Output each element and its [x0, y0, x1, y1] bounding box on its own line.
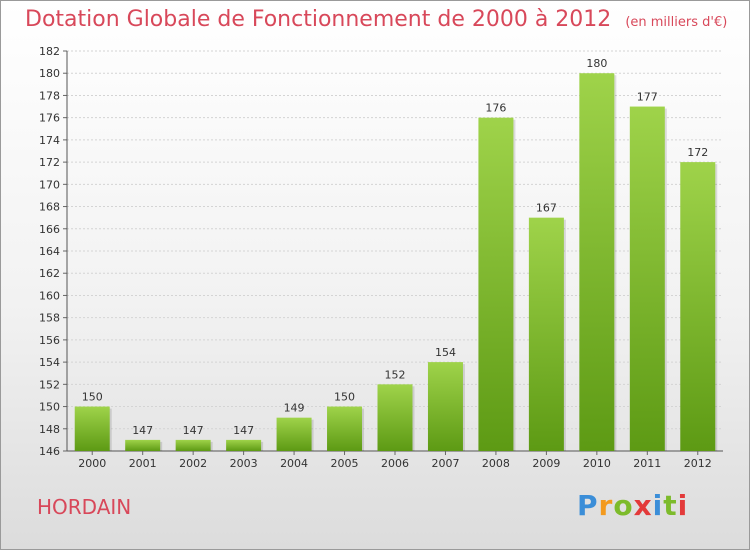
bar	[226, 439, 262, 451]
title-text: Dotation Globale de Fonctionnement de 20…	[25, 7, 612, 32]
logo-letter: i	[652, 489, 664, 522]
logo-letter: x	[633, 489, 653, 522]
commune-name: HORDAIN	[37, 495, 132, 519]
bar-value-label: 150	[82, 391, 103, 404]
logo-letter: t	[663, 489, 678, 522]
x-tick-label: 2011	[633, 457, 661, 470]
bar-value-label: 172	[687, 146, 708, 159]
x-tick-label: 2008	[482, 457, 510, 470]
bar-value-label: 154	[435, 346, 456, 359]
bar	[276, 417, 312, 451]
bar	[175, 439, 211, 451]
bar	[125, 439, 161, 451]
y-tick-label: 152	[39, 378, 60, 391]
logo-letter: i	[677, 489, 689, 522]
x-tick-label: 2005	[331, 457, 359, 470]
y-tick-label: 158	[39, 312, 60, 325]
chart-title: Dotation Globale de Fonctionnement de 20…	[25, 7, 727, 32]
x-tick-label: 2001	[129, 457, 157, 470]
bar-value-label: 177	[637, 91, 658, 104]
x-tick-label: 2003	[230, 457, 258, 470]
bar-value-label: 176	[485, 102, 506, 115]
y-tick-label: 156	[39, 334, 60, 347]
y-tick-label: 160	[39, 289, 60, 302]
y-tick-label: 148	[39, 423, 60, 436]
x-tick-label: 2006	[381, 457, 409, 470]
y-tick-label: 172	[39, 156, 60, 169]
logo-letter: r	[598, 489, 614, 522]
y-tick-label: 176	[39, 112, 60, 125]
logo-letter: o	[613, 489, 634, 522]
bar-value-label: 147	[233, 424, 254, 437]
x-tick-label: 2010	[583, 457, 611, 470]
bar	[327, 406, 363, 451]
bar	[629, 106, 665, 452]
x-tick-label: 2012	[684, 457, 712, 470]
bar	[680, 162, 716, 451]
y-tick-label: 154	[39, 356, 60, 369]
x-tick-label: 2009	[532, 457, 560, 470]
y-tick-label: 174	[39, 134, 60, 147]
bar-value-label: 147	[132, 424, 153, 437]
bar-value-label: 147	[183, 424, 204, 437]
bar	[579, 73, 615, 451]
bar	[74, 406, 110, 451]
bar	[528, 217, 564, 451]
y-tick-label: 162	[39, 267, 60, 280]
bar-value-label: 180	[586, 57, 607, 70]
logo-letter: P	[577, 489, 599, 522]
y-tick-label: 146	[39, 445, 60, 458]
unit-label: (en milliers d'€)	[625, 15, 728, 30]
x-tick-label: 2007	[431, 457, 459, 470]
bar	[427, 362, 463, 451]
y-tick-label: 168	[39, 201, 60, 214]
proxiti-logo: Proxiti	[577, 489, 688, 522]
bar	[478, 117, 514, 452]
bar-value-label: 152	[385, 368, 406, 381]
x-tick-label: 2002	[179, 457, 207, 470]
bar-value-label: 167	[536, 202, 557, 215]
bar-value-label: 149	[284, 402, 305, 415]
y-tick-label: 178	[39, 89, 60, 102]
y-tick-label: 164	[39, 245, 60, 258]
y-tick-label: 150	[39, 401, 60, 414]
y-tick-label: 180	[39, 67, 60, 80]
y-tick-label: 166	[39, 223, 60, 236]
x-tick-label: 2000	[78, 457, 106, 470]
bar	[377, 384, 413, 451]
bar-value-label: 150	[334, 391, 355, 404]
x-tick-label: 2004	[280, 457, 308, 470]
y-tick-label: 182	[39, 45, 60, 58]
y-tick-label: 170	[39, 178, 60, 191]
